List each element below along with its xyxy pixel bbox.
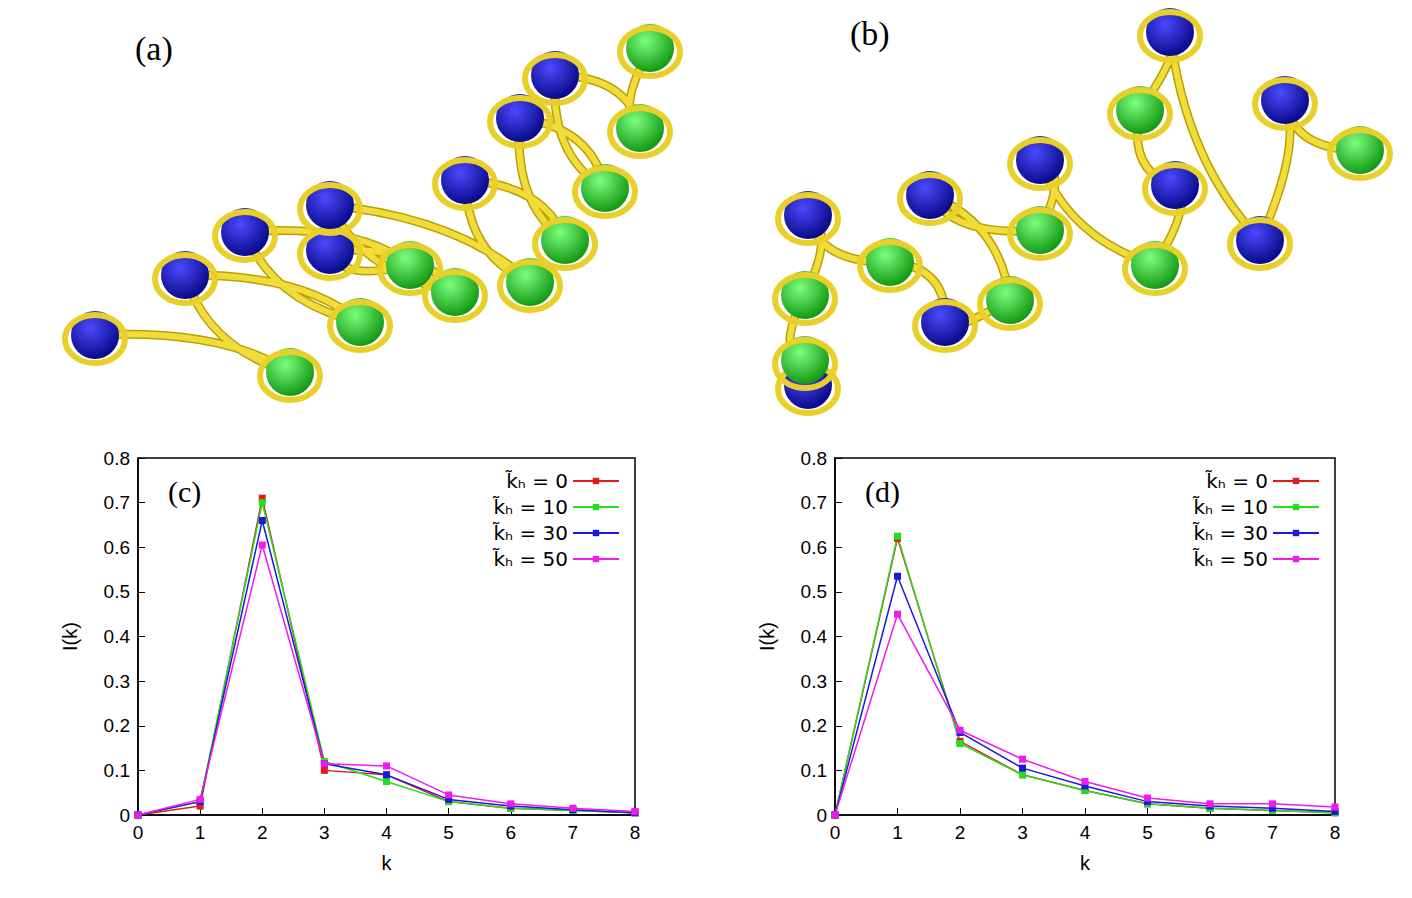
svg-text:k̃ₕ = 30: k̃ₕ = 30	[492, 521, 568, 545]
svg-text:(c): (c)	[168, 475, 201, 509]
svg-text:0.2: 0.2	[801, 715, 827, 736]
svg-text:k̃ₕ = 50: k̃ₕ = 50	[492, 547, 568, 571]
svg-text:0.5: 0.5	[104, 581, 130, 602]
svg-text:5: 5	[443, 822, 454, 843]
svg-text:k̃ₕ = 30: k̃ₕ = 30	[1192, 521, 1268, 545]
svg-text:5: 5	[1142, 822, 1153, 843]
svg-text:k̃ₕ = 10: k̃ₕ = 10	[492, 495, 568, 519]
svg-text:4: 4	[381, 822, 392, 843]
svg-text:0: 0	[119, 805, 130, 826]
svg-text:0.1: 0.1	[104, 760, 130, 781]
svg-text:0.3: 0.3	[801, 671, 827, 692]
svg-text:(b): (b)	[850, 15, 890, 53]
svg-text:(a): (a)	[135, 30, 173, 68]
svg-text:k: k	[1080, 852, 1091, 874]
svg-text:8: 8	[1330, 822, 1341, 843]
svg-text:0.3: 0.3	[104, 671, 130, 692]
svg-text:6: 6	[505, 822, 516, 843]
svg-text:2: 2	[257, 822, 268, 843]
svg-text:0.8: 0.8	[801, 448, 827, 469]
svg-text:0: 0	[830, 822, 841, 843]
svg-text:0.4: 0.4	[104, 626, 131, 647]
svg-text:k̃ₕ = 0: k̃ₕ = 0	[1205, 469, 1268, 493]
svg-text:0.6: 0.6	[104, 537, 130, 558]
svg-text:7: 7	[568, 822, 579, 843]
svg-text:0.6: 0.6	[801, 537, 827, 558]
svg-text:0: 0	[133, 822, 144, 843]
svg-text:k̃ₕ = 0: k̃ₕ = 0	[505, 469, 568, 493]
svg-text:7: 7	[1267, 822, 1278, 843]
svg-text:0.7: 0.7	[104, 492, 130, 513]
svg-text:1: 1	[195, 822, 206, 843]
svg-text:0.4: 0.4	[801, 626, 828, 647]
svg-text:3: 3	[319, 822, 330, 843]
svg-text:0.2: 0.2	[104, 715, 130, 736]
svg-text:I(k): I(k)	[59, 622, 81, 651]
svg-text:0.8: 0.8	[104, 448, 130, 469]
svg-text:(d): (d)	[865, 475, 900, 509]
svg-text:k̃ₕ = 50: k̃ₕ = 50	[1192, 547, 1268, 571]
svg-text:1: 1	[892, 822, 903, 843]
svg-text:0: 0	[816, 805, 827, 826]
svg-text:0.7: 0.7	[801, 492, 827, 513]
svg-text:I(k): I(k)	[756, 622, 778, 651]
svg-text:6: 6	[1205, 822, 1216, 843]
svg-text:2: 2	[955, 822, 966, 843]
svg-text:0.1: 0.1	[801, 760, 827, 781]
svg-text:8: 8	[630, 822, 641, 843]
svg-text:k: k	[382, 852, 393, 874]
svg-text:0.5: 0.5	[801, 581, 827, 602]
svg-text:4: 4	[1080, 822, 1091, 843]
svg-text:k̃ₕ = 10: k̃ₕ = 10	[1192, 495, 1268, 519]
svg-text:3: 3	[1017, 822, 1028, 843]
